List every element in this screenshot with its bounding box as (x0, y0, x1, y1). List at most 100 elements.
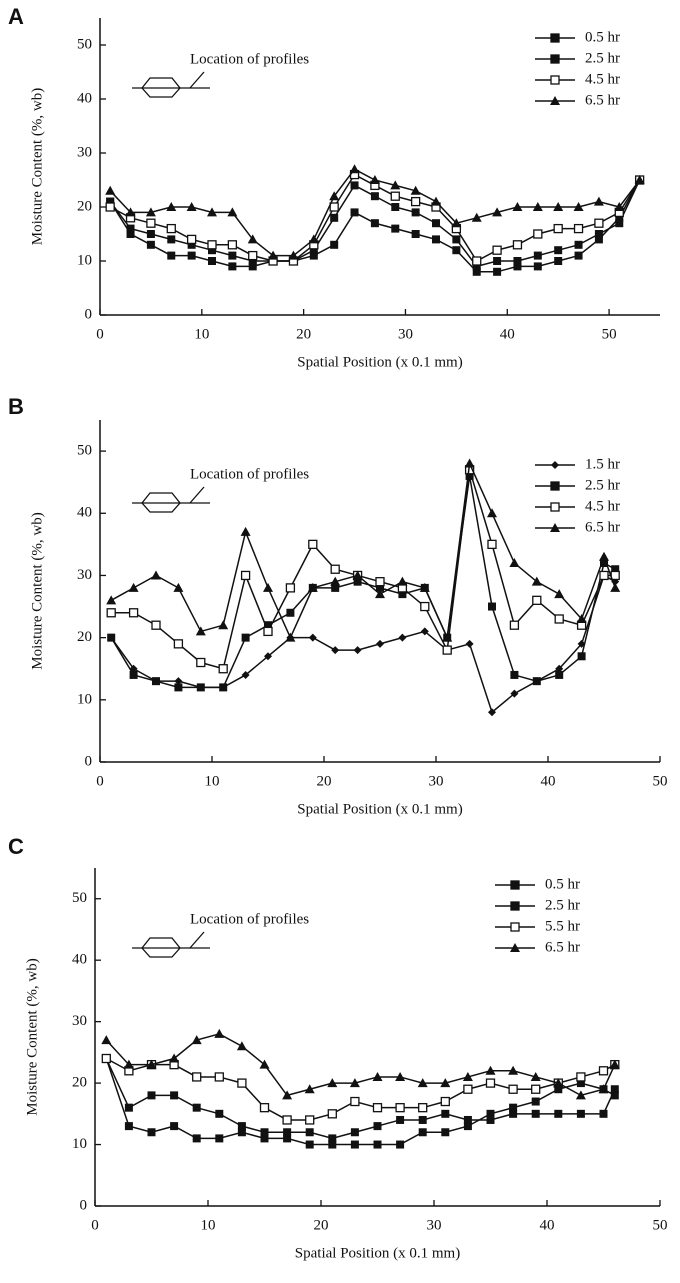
marker (105, 185, 116, 195)
marker (442, 632, 453, 642)
marker (215, 1134, 224, 1143)
marker (105, 202, 115, 212)
marker (215, 1109, 224, 1118)
marker (634, 175, 645, 184)
marker (173, 639, 184, 649)
marker (615, 213, 624, 222)
marker (349, 164, 360, 174)
x-tick-label: 20 (296, 326, 311, 342)
panel-label: C (8, 834, 24, 859)
marker (465, 471, 474, 480)
marker (513, 262, 522, 271)
marker (282, 1090, 293, 1100)
marker (431, 196, 441, 206)
marker (492, 207, 503, 217)
marker (192, 1072, 202, 1082)
marker (170, 1122, 179, 1131)
marker (615, 219, 624, 228)
marker (353, 577, 362, 586)
marker (411, 208, 420, 217)
marker (463, 1084, 473, 1094)
marker (532, 202, 543, 211)
x-tick-label: 10 (194, 326, 209, 342)
marker (577, 652, 586, 661)
marker (375, 589, 385, 599)
marker (509, 620, 520, 630)
marker (610, 1091, 619, 1100)
marker (106, 595, 117, 605)
marker (451, 218, 462, 228)
marker (126, 230, 135, 238)
y-tick-label: 20 (72, 1075, 87, 1091)
y-axis-label: Moisture Content (%, wb) (29, 88, 45, 245)
x-tick-label: 30 (427, 1217, 442, 1233)
legend-label: 6.5 hr (545, 939, 580, 955)
marker (600, 559, 608, 568)
marker (391, 203, 400, 211)
marker (418, 1115, 427, 1124)
marker (146, 218, 156, 228)
marker (419, 582, 430, 592)
marker (417, 1078, 428, 1088)
y-tick-label: 20 (77, 198, 92, 214)
marker (259, 1103, 270, 1113)
marker (126, 224, 135, 233)
marker (125, 207, 136, 217)
y-tick-label: 10 (72, 1136, 87, 1152)
marker (236, 1041, 247, 1051)
marker (241, 670, 250, 679)
marker (576, 1072, 586, 1082)
marker (486, 1115, 495, 1124)
marker (533, 229, 543, 239)
marker (227, 207, 238, 217)
marker (219, 683, 228, 692)
legend-marker (510, 880, 520, 890)
marker (128, 608, 139, 618)
x-tick-label: 50 (602, 326, 617, 342)
marker (151, 620, 161, 630)
marker (370, 192, 379, 201)
marker (307, 582, 318, 592)
marker (390, 191, 400, 201)
legend-label: 1.5 hr (585, 456, 620, 472)
marker (420, 601, 430, 612)
marker (411, 230, 420, 238)
marker (247, 234, 258, 244)
marker (531, 1109, 540, 1118)
marker (196, 683, 205, 692)
marker (487, 539, 497, 550)
marker (309, 246, 318, 255)
marker (268, 250, 279, 260)
marker (396, 1140, 405, 1149)
marker (146, 1059, 157, 1069)
marker (196, 657, 206, 668)
marker (376, 639, 384, 648)
y-tick-label: 20 (77, 629, 92, 645)
marker (440, 1078, 451, 1088)
marker (610, 1085, 619, 1094)
icon-pointer (189, 71, 205, 89)
marker (508, 1084, 518, 1094)
marker (554, 257, 563, 265)
marker (442, 645, 452, 655)
marker (576, 1109, 585, 1118)
marker (373, 1140, 382, 1149)
marker (124, 1122, 133, 1131)
marker (327, 1078, 338, 1088)
marker (369, 175, 380, 184)
x-tick-label: 40 (541, 773, 556, 789)
annotation: Location of profiles (190, 466, 309, 482)
x-tick-label: 40 (540, 1217, 555, 1233)
marker (208, 246, 216, 255)
marker (248, 250, 258, 261)
marker (308, 633, 317, 642)
marker (305, 1140, 314, 1149)
marker (510, 689, 519, 698)
legend-label: 2.5 hr (585, 477, 620, 493)
marker (611, 565, 620, 574)
marker (186, 234, 197, 245)
marker (187, 251, 196, 260)
marker (328, 1140, 337, 1149)
y-tick-label: 0 (85, 753, 93, 769)
y-tick-label: 30 (77, 144, 92, 160)
